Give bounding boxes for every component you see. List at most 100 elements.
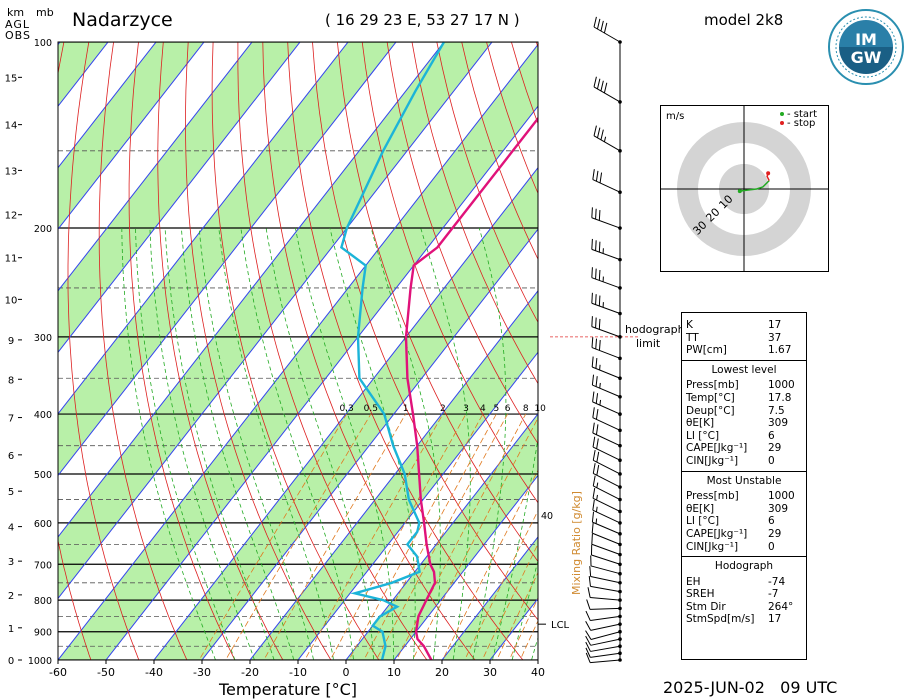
dry-adiabat [337,42,538,563]
moist-adiabat [472,227,507,660]
x-tick-label: 20 [435,666,449,679]
wind-barb-flag [592,487,596,499]
mixing-ratio-tick-label: 2 [440,404,446,414]
km-tick-label: 0 [8,656,14,667]
wind-barb-staff [591,347,621,359]
index-key: EH [686,575,701,588]
profiles [340,42,538,660]
wind-barb-staff [591,326,621,338]
wind-barb-flag [591,207,593,218]
moist-adiabat [329,227,416,660]
index-row: PW[cm] 1.67 [682,344,806,357]
moist-adiabat [181,227,295,660]
km-tick-label: 14 [5,121,18,132]
wind-barb-flag [591,316,593,327]
moist-adiabat [492,435,538,660]
index-row: StmSpd[m/s] 17 [682,613,806,626]
wind-barb [592,449,621,475]
wind-barb-flag [593,16,597,28]
wind-barb [585,652,621,664]
dry-adiabat [411,42,538,385]
wind-barb-half [599,399,602,406]
wind-barb [591,207,621,229]
mixing-ratio-tick-label: 1 [403,404,409,414]
indices-table: K 17 TT 37 PW[cm] 1.67 Lowest level Press[mb]… [681,312,807,660]
wind-barb-flag [595,208,597,220]
index-value: 264° [768,600,794,613]
wind-barb-flag [595,170,599,182]
mixing-ratio-tick-label: 0.3 [339,404,353,414]
wind-barb [592,487,621,512]
wind-barb-flag [595,424,599,435]
mixing-ratio-line [304,413,444,660]
dry-adiabat [67,42,140,660]
wind-barb-flag [592,475,596,487]
mixing-ratio-axis-label: Mixing Ratio [g/kg] [570,491,583,595]
mb-axis-unit: mb [36,6,54,19]
wind-barb-staff [591,277,621,289]
isotherm [58,42,349,415]
moist-adiabat [164,227,275,660]
moist-adiabat [121,227,217,660]
isotherm [393,474,538,660]
wind-barb-half [596,482,599,488]
wind-barb [592,436,621,461]
x-tick-label: -10 [289,666,307,679]
wind-barb-staff [590,638,621,646]
x-tick-label: 40 [531,666,545,679]
pressure-tick-label: 200 [34,224,52,235]
wind-barb-staff [590,576,621,584]
dry-adiabat [287,42,524,660]
hodograph-title: Hodograph [714,560,774,573]
wind-barb-staff [593,86,621,103]
index-value: 0 [768,540,775,553]
index-value: 1.67 [768,344,792,357]
mixing-ratio-tick-label: 3 [463,404,469,414]
isotherm [58,42,493,600]
hodograph-stop [766,171,771,176]
km-tick-label: 13 [5,166,18,177]
wind-barb [591,511,621,535]
mixing-ratio-tick-label: 5 [493,404,499,414]
isotherm [58,42,157,169]
wind-barb-staff [591,366,621,379]
wind-barb-staff [593,472,621,488]
km-tick-label: 6 [8,451,14,462]
x-tick-label: -60 [49,666,67,679]
pressure-tick-label: 700 [34,560,52,571]
wind-barb [591,374,621,398]
x-tick-label: -30 [193,666,211,679]
wind-barb-flag [591,337,594,348]
wind-barb-flag [591,267,593,278]
isotherm [153,166,538,660]
wind-barb-flag [585,647,591,658]
svg-text:GW: GW [851,48,882,67]
mixing-ratio-line [329,413,467,660]
index-value: 37 [768,331,782,344]
km-tick-label: 3 [8,557,14,568]
legend-stop-label: - stop [787,118,815,129]
wind-barb-half [603,136,607,142]
wind-level-dot [618,335,622,339]
wind-barb [593,76,621,103]
dry-adiabat [237,42,428,660]
wind-barb-staff [592,432,621,447]
wind-barb-flag [603,82,608,94]
moist-adiabat [265,227,374,660]
mixing-ratio-line [363,413,497,660]
wind-barb-flag [603,22,608,34]
wind-barb-flag [598,269,601,281]
wind-barb-flag [595,240,597,251]
wind-level-dot [618,472,622,476]
index-key: PW[cm] [686,344,727,357]
wind-barb [585,641,621,652]
svg-text:IM: IM [855,30,877,49]
wind-barb-flag [595,317,597,328]
isotherm [58,42,253,292]
index-row: Stm Dir 264° [682,601,806,614]
index-value: 17 [768,613,782,626]
wind-barb-flag [599,172,603,183]
wind-barb-staff [592,417,621,431]
mixing-ratio-line [442,469,538,660]
index-value: 6 [768,429,775,442]
